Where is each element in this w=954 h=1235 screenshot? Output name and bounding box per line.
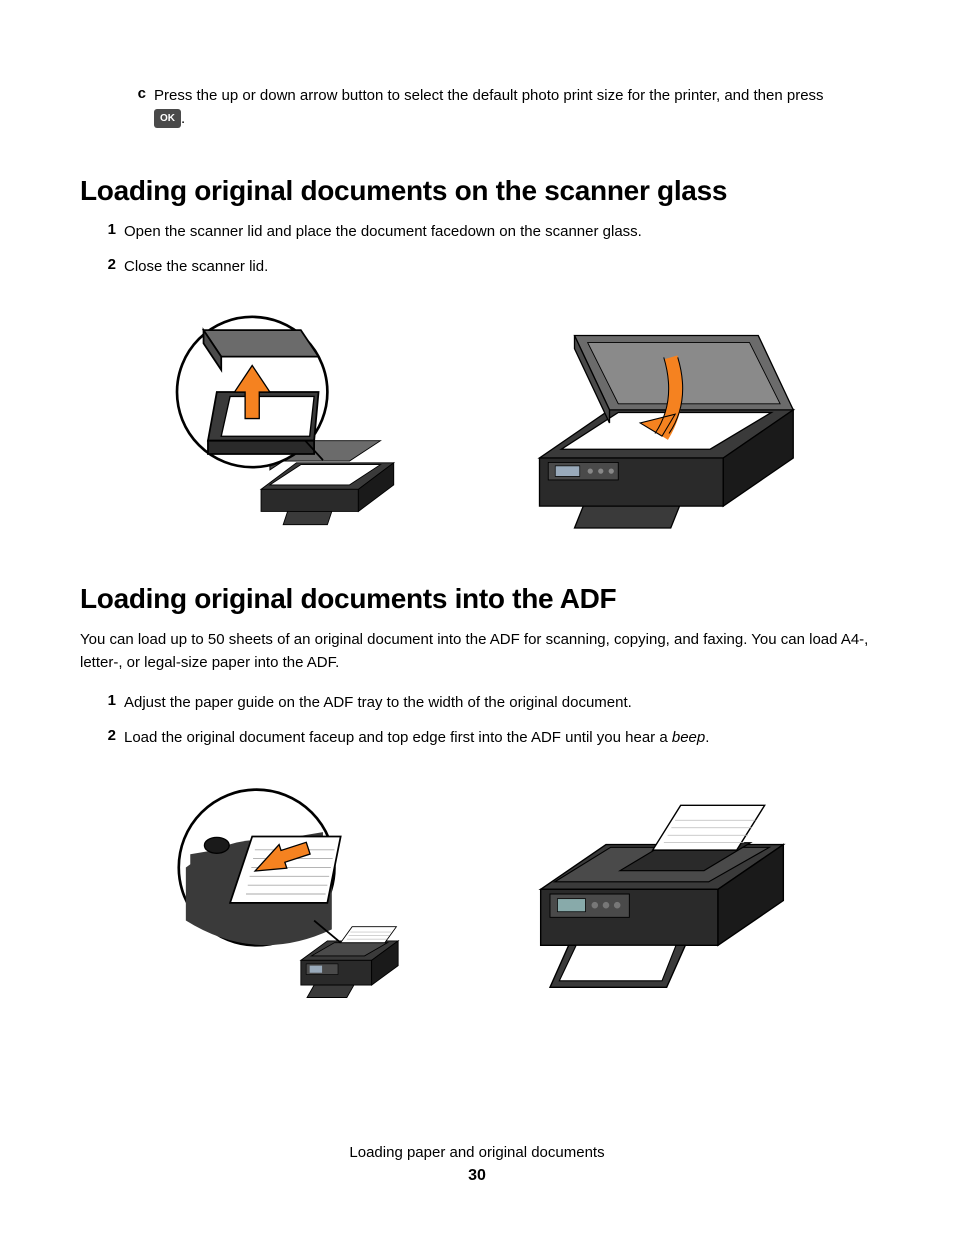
step-marker: 2	[94, 256, 116, 273]
step-marker: c	[124, 85, 146, 102]
step-text-italic: beep	[672, 729, 705, 746]
step-text-after: .	[705, 729, 709, 746]
page-footer: Loading paper and original documents 30	[0, 1144, 954, 1185]
step-item: 1 Open the scanner lid and place the doc…	[94, 221, 874, 244]
illustration-adf-load-detail	[152, 779, 432, 1009]
step-text-before: Press the up or down arrow button to sel…	[154, 87, 824, 104]
footer-page-number: 30	[0, 1167, 954, 1185]
section1-steps: 1 Open the scanner lid and place the doc…	[94, 221, 874, 278]
heading-adf: Loading original documents into the ADF	[80, 583, 874, 615]
illustration-scanner-open-detail	[152, 308, 432, 538]
footer-chapter: Loading paper and original documents	[0, 1144, 954, 1161]
section1-illustrations	[80, 308, 874, 538]
step-text-before: Load the original document faceup and to…	[124, 729, 672, 746]
step-text: Open the scanner lid and place the docum…	[124, 221, 642, 244]
adf-intro-text: You can load up to 50 sheets of an origi…	[80, 629, 874, 674]
step-text: Close the scanner lid.	[124, 256, 268, 279]
step-item: c Press the up or down arrow button to s…	[124, 85, 874, 130]
ok-button-icon: OK	[154, 109, 181, 128]
step-text: Press the up or down arrow button to sel…	[154, 85, 824, 130]
step-marker: 2	[94, 727, 116, 744]
step-text: Load the original document faceup and to…	[124, 727, 709, 750]
step-marker: 1	[94, 692, 116, 709]
step-c-block: c Press the up or down arrow button to s…	[124, 85, 874, 130]
step-text-after: .	[181, 110, 185, 127]
step-item: 2 Load the original document faceup and …	[94, 727, 874, 750]
step-item: 1 Adjust the paper guide on the ADF tray…	[94, 692, 874, 715]
section2-steps: 1 Adjust the paper guide on the ADF tray…	[94, 692, 874, 749]
section2-illustrations	[80, 779, 874, 1009]
heading-scanner-glass: Loading original documents on the scanne…	[80, 175, 874, 207]
step-text: Adjust the paper guide on the ADF tray t…	[124, 692, 632, 715]
step-marker: 1	[94, 221, 116, 238]
step-item: 2 Close the scanner lid.	[94, 256, 874, 279]
illustration-adf-printer	[522, 779, 802, 1009]
illustration-scanner-close-lid	[522, 308, 802, 538]
